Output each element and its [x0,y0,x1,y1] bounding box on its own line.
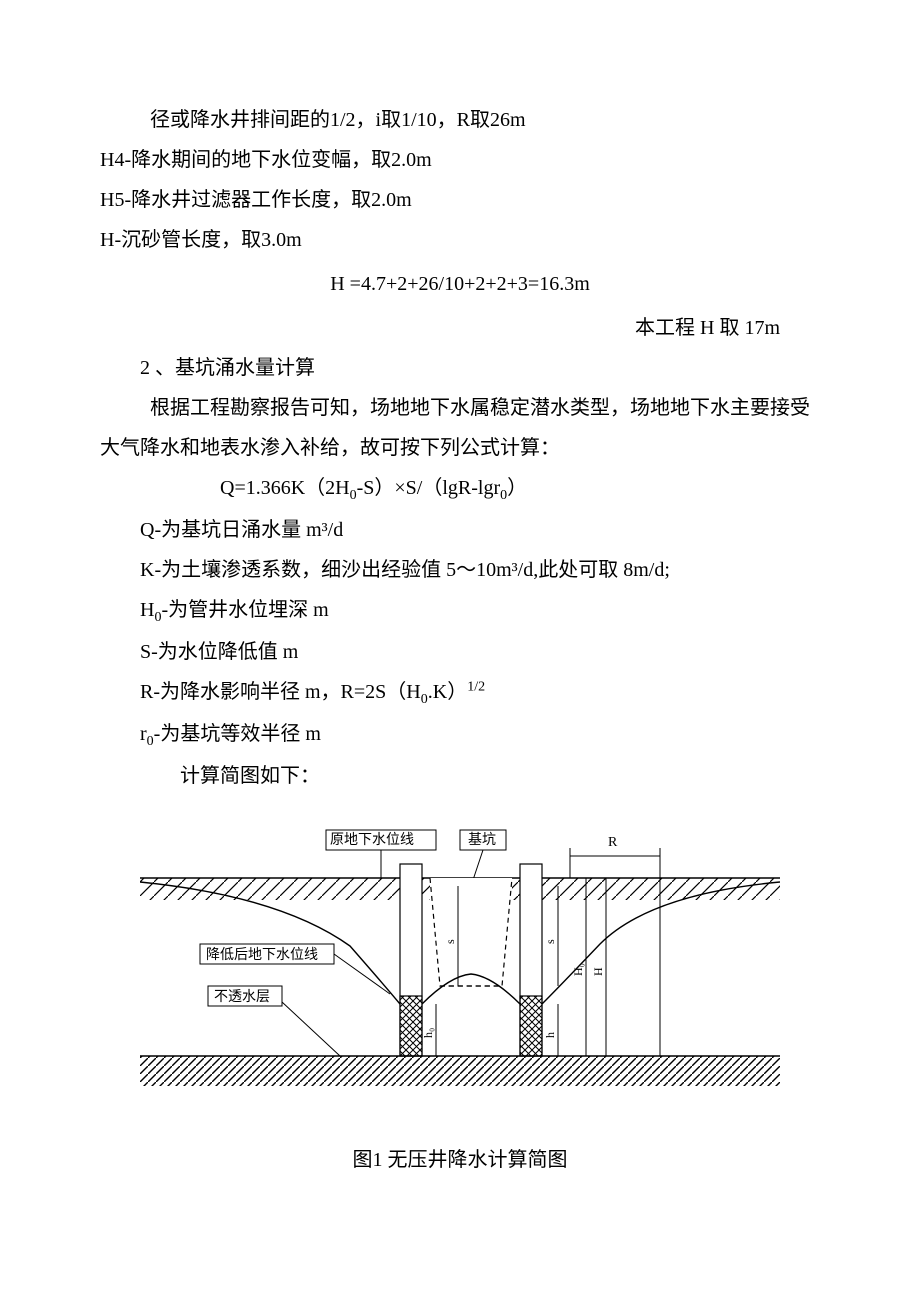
heading-2: 2 、基坑涌水量计算 [100,348,820,388]
note-h17: 本工程 H 取 17m [100,308,820,348]
label-lowered: 降低后地下水位线 [206,947,318,963]
label-H0: H₀ [571,963,585,976]
label-orig-water: 原地下水位线 [330,832,414,848]
label-s-left: s [443,939,457,944]
line-h4: H4-降水期间的地下水位变幅，取2.0m [100,140,820,180]
leader-imperm [282,1002,340,1056]
label-h: h [543,1032,557,1038]
label-R: R [608,835,618,850]
def-Q: Q-为基坑日涌水量 m³/d [100,510,820,550]
bedrock-hatch [140,1056,780,1086]
label-imperm: 不透水层 [214,989,270,1005]
line-h5: H5-降水井过滤器工作长度，取2.0m [100,180,820,220]
para-intro: 根据工程勘察报告可知，场地地下水属稳定潜水类型，场地地下水主要接受大气降水和地表… [100,388,820,468]
def-H0: H0-为管井水位埋深 m [100,590,820,632]
def-S: S-为水位降低值 m [100,632,820,672]
def-R: R-为降水影响半径 m，R=2S（H0.K）1/2 [100,672,820,714]
filter-left [400,996,422,1056]
def-r0: r0-为基坑等效半径 m [100,714,820,756]
line-radius: 径或降水井排间距的1/2，i取1/10，R取26m [100,100,820,140]
curve-middle [422,974,520,1004]
diagram-dewatering: 原地下水位线 基坑 R [140,826,780,1180]
def-K: K-为土壤渗透系数，细沙出经验值 5～10m³/d,此处可取 8m/d; [100,550,820,590]
label-H: H [591,967,605,976]
diagram-caption: 图1 无压井降水计算简图 [140,1140,780,1180]
curve-right-outer [542,882,780,1004]
filter-right [520,996,542,1056]
line-h: H-沉砂管长度，取3.0m [100,220,820,260]
label-pit: 基坑 [468,831,496,848]
pit-opening-mask [430,878,512,900]
label-h0: h₀ [421,1028,435,1038]
equation-Q: Q=1.366K（2H0-S）×S/（lgR-lgr0） [100,468,820,510]
label-s-right: s [543,939,557,944]
equation-H: H =4.7+2+26/10+2+2+3=16.3m [100,264,820,304]
calc-note: 计算简图如下： [100,756,820,796]
